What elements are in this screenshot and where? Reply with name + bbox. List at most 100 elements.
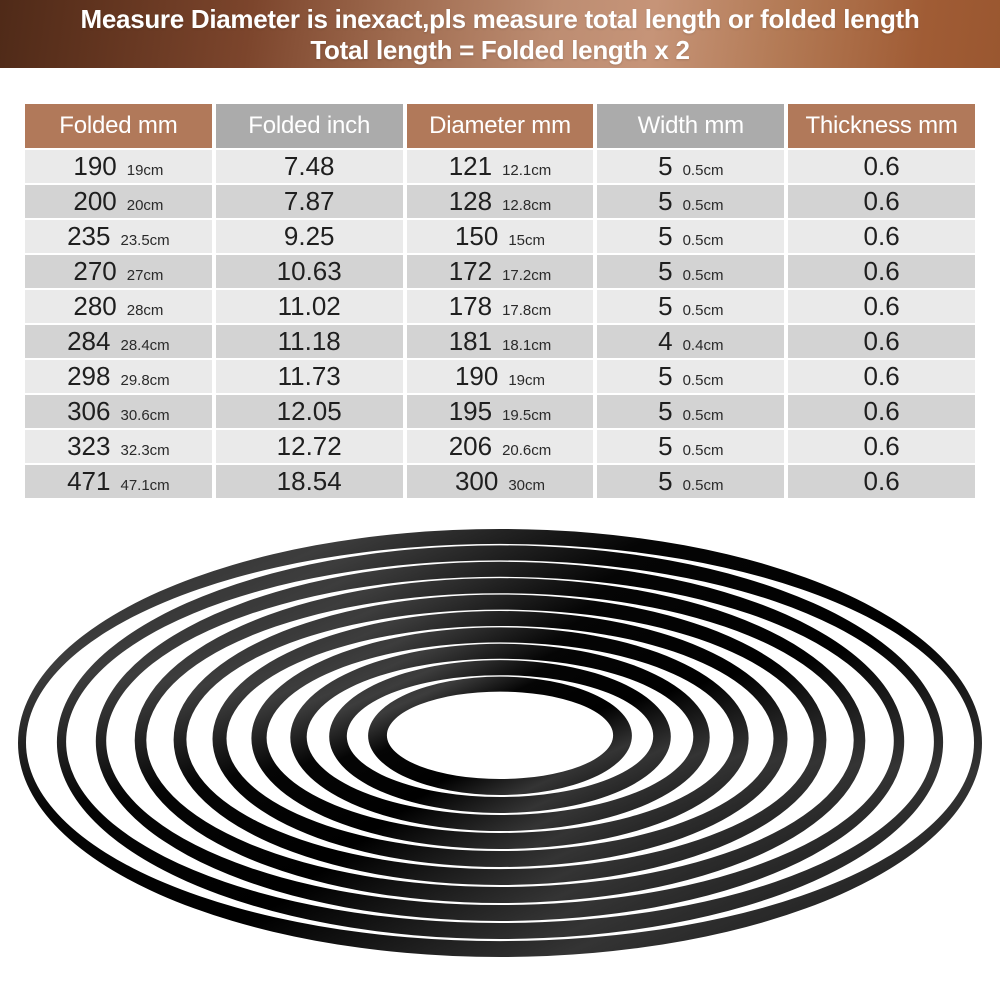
folded-cm-label: 28.4cm — [120, 337, 170, 354]
thickness-mm-value: 0.6 — [863, 361, 900, 391]
cell-diameter-mm: 172 17.2cm — [406, 255, 594, 288]
table-row: 298 29.8cm 11.73 190 19cm 5 0.5cm — [25, 360, 975, 393]
folded-mm-value: 298 — [67, 361, 111, 391]
cell-folded-inch: 7.87 — [215, 185, 403, 218]
cell-folded-inch: 11.02 — [215, 290, 403, 323]
table-row: 190 19cm 7.48 121 12.1cm 5 0.5cm — [25, 150, 975, 183]
cell-width-mm: 5 0.5cm — [597, 360, 785, 393]
diameter-cm-label: 19.5cm — [502, 407, 552, 424]
folded-cm-label: 30.6cm — [120, 407, 170, 424]
width-cm-label: 0.5cm — [682, 162, 724, 179]
cell-width-mm: 5 0.5cm — [597, 290, 785, 323]
diameter-cm-label: 18.1cm — [502, 337, 552, 354]
width-cm-label: 0.5cm — [682, 372, 724, 389]
diameter-cm-label: 19cm — [508, 372, 546, 389]
banner-line-1: Measure Diameter is inexact,pls measure … — [80, 4, 920, 34]
folded-cm-label: 29.8cm — [120, 372, 170, 389]
width-mm-value: 5 — [658, 221, 673, 251]
width-cm-label: 0.5cm — [682, 442, 724, 459]
folded-inch-value: 12.05 — [276, 396, 342, 426]
cell-width-mm: 5 0.5cm — [597, 185, 785, 218]
width-mm-value: 5 — [658, 256, 673, 286]
folded-mm-value: 306 — [67, 396, 111, 426]
diameter-cm-label: 17.2cm — [502, 267, 552, 284]
cell-folded-inch: 10.63 — [215, 255, 403, 288]
cell-thickness-mm: 0.6 — [788, 220, 975, 253]
width-mm-value: 5 — [658, 291, 673, 321]
cell-folded-mm: 306 30.6cm — [25, 395, 212, 428]
cell-width-mm: 4 0.4cm — [597, 325, 785, 358]
cell-diameter-mm: 300 30cm — [406, 465, 594, 498]
banner-line-2: Total length = Folded length x 2 — [310, 35, 690, 65]
table-row: 306 30.6cm 12.05 195 19.5cm 5 0.5cm — [25, 395, 975, 428]
diameter-mm-value: 181 — [448, 326, 493, 356]
folded-mm-value: 323 — [67, 431, 111, 461]
table-row: 284 28.4cm 11.18 181 18.1cm 4 0.4cm — [25, 325, 975, 358]
cell-folded-mm: 471 47.1cm — [25, 465, 212, 498]
folded-mm-value: 471 — [67, 466, 111, 496]
cell-thickness-mm: 0.6 — [788, 255, 975, 288]
width-mm-value: 4 — [658, 326, 673, 356]
thickness-mm-value: 0.6 — [863, 186, 900, 216]
cell-folded-inch: 11.18 — [215, 325, 403, 358]
size-spec-table: Folded mm Folded inch Diameter mm Width … — [25, 104, 975, 498]
column-header-folded-inch: Folded inch — [215, 104, 403, 148]
table-row: 323 32.3cm 12.72 206 20.6cm 5 0.5cm — [25, 430, 975, 463]
folded-cm-label: 20cm — [126, 197, 164, 214]
folded-cm-label: 27cm — [126, 267, 164, 284]
cell-thickness-mm: 0.6 — [788, 325, 975, 358]
cell-width-mm: 5 0.5cm — [597, 395, 785, 428]
cell-width-mm: 5 0.5cm — [597, 465, 785, 498]
cell-thickness-mm: 0.6 — [788, 465, 975, 498]
cell-thickness-mm: 0.6 — [788, 290, 975, 323]
thickness-mm-value: 0.6 — [863, 326, 900, 356]
belt-rings-illustration — [0, 520, 1000, 990]
cell-folded-inch: 11.73 — [215, 360, 403, 393]
table-header-row: Folded mm Folded inch Diameter mm Width … — [25, 104, 975, 148]
thickness-mm-value: 0.6 — [863, 256, 900, 286]
diameter-cm-label: 12.1cm — [502, 162, 552, 179]
folded-inch-value: 7.48 — [283, 151, 335, 181]
cell-diameter-mm: 128 12.8cm — [406, 185, 594, 218]
notice-banner: Measure Diameter is inexact,pls measure … — [0, 0, 1000, 68]
folded-mm-value: 280 — [73, 291, 117, 321]
folded-mm-value: 270 — [73, 256, 117, 286]
diameter-mm-value: 190 — [454, 361, 499, 391]
cell-diameter-mm: 121 12.1cm — [406, 150, 594, 183]
column-header-folded-mm: Folded mm — [25, 104, 212, 148]
cell-thickness-mm: 0.6 — [788, 185, 975, 218]
table-row: 235 23.5cm 9.25 150 15cm 5 0.5cm — [25, 220, 975, 253]
cell-diameter-mm: 190 19cm — [406, 360, 594, 393]
width-mm-value: 5 — [658, 186, 673, 216]
cell-width-mm: 5 0.5cm — [597, 430, 785, 463]
folded-inch-value: 12.72 — [276, 431, 342, 461]
cell-folded-mm: 323 32.3cm — [25, 430, 212, 463]
diameter-mm-value: 128 — [448, 186, 493, 216]
folded-cm-label: 19cm — [126, 162, 164, 179]
folded-cm-label: 32.3cm — [120, 442, 170, 459]
table-body: 190 19cm 7.48 121 12.1cm 5 0.5cm — [25, 150, 975, 498]
folded-inch-value: 7.87 — [283, 186, 335, 216]
cell-thickness-mm: 0.6 — [788, 395, 975, 428]
column-header-thickness-mm: Thickness mm — [788, 104, 975, 148]
width-cm-label: 0.4cm — [682, 337, 724, 354]
diameter-mm-value: 178 — [448, 291, 493, 321]
diameter-cm-label: 12.8cm — [502, 197, 552, 214]
cell-diameter-mm: 195 19.5cm — [406, 395, 594, 428]
table-row: 200 20cm 7.87 128 12.8cm 5 0.5cm — [25, 185, 975, 218]
folded-mm-value: 190 — [73, 151, 117, 181]
folded-inch-value: 10.63 — [276, 256, 342, 286]
cell-thickness-mm: 0.6 — [788, 150, 975, 183]
table-row: 270 27cm 10.63 172 17.2cm 5 0.5cm — [25, 255, 975, 288]
cell-diameter-mm: 150 15cm — [406, 220, 594, 253]
folded-inch-value: 11.73 — [277, 361, 341, 391]
diameter-mm-value: 206 — [448, 431, 493, 461]
thickness-mm-value: 0.6 — [863, 221, 900, 251]
folded-cm-label: 47.1cm — [120, 477, 170, 494]
cell-diameter-mm: 206 20.6cm — [406, 430, 594, 463]
thickness-mm-value: 0.6 — [863, 431, 900, 461]
cell-diameter-mm: 178 17.8cm — [406, 290, 594, 323]
cell-thickness-mm: 0.6 — [788, 430, 975, 463]
thickness-mm-value: 0.6 — [863, 466, 900, 496]
cell-folded-inch: 12.05 — [215, 395, 403, 428]
